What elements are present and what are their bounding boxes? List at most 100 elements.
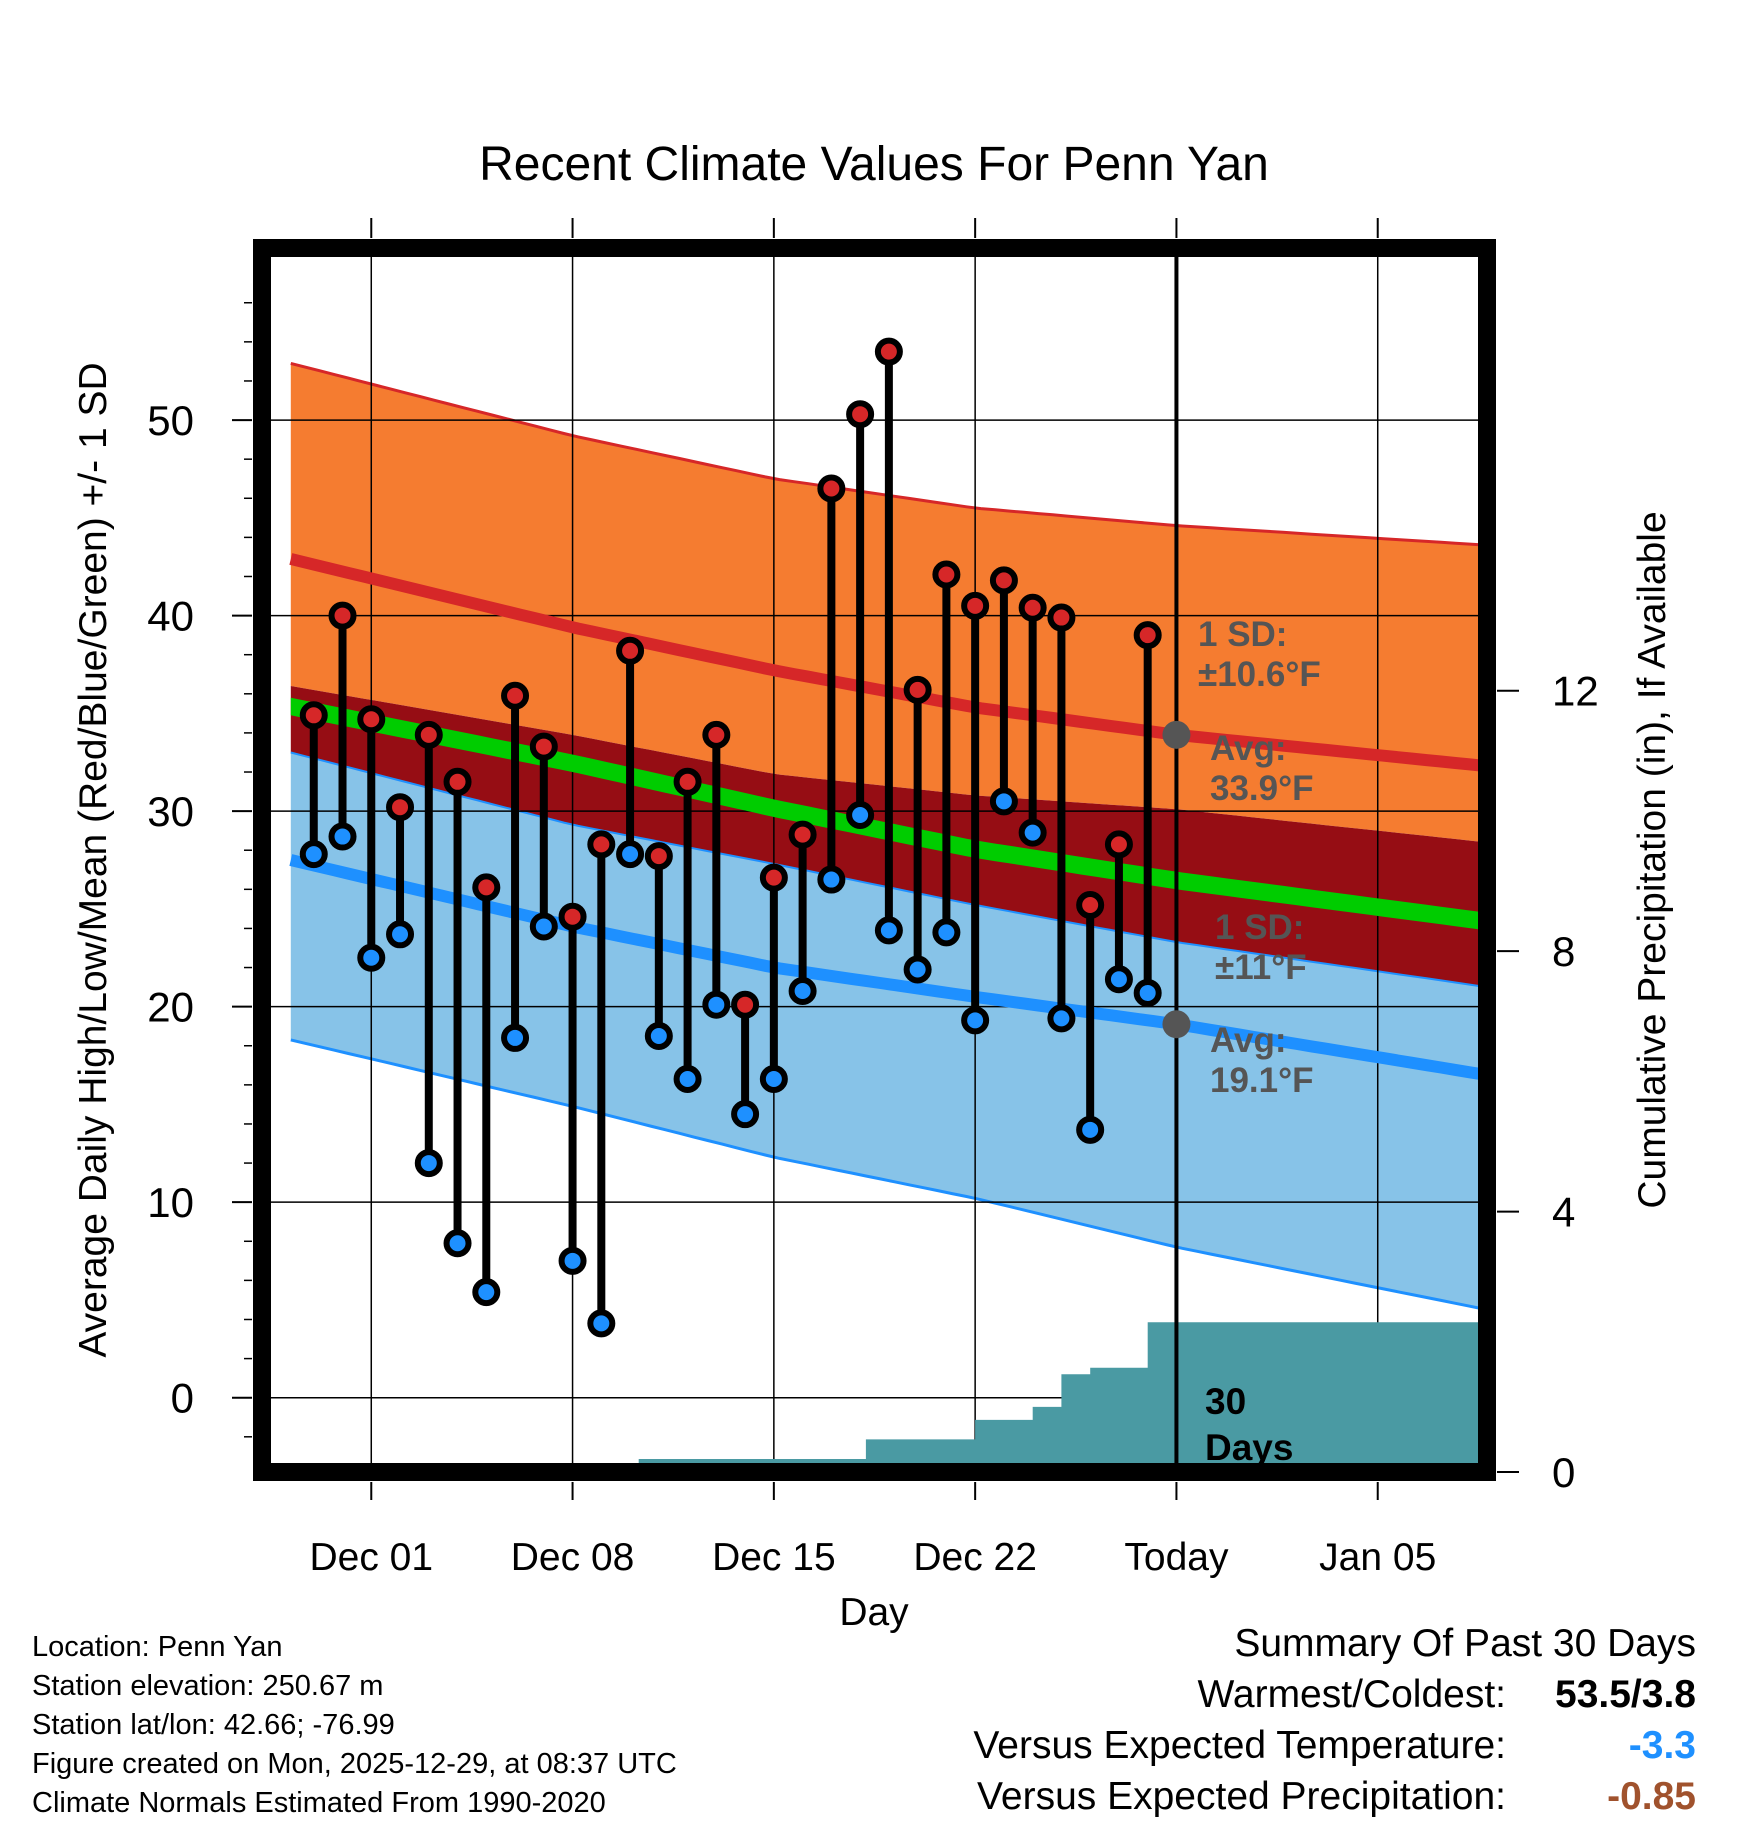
low-sd-annotation: 1 SD: ±11°F xyxy=(1215,908,1307,987)
low-point xyxy=(328,822,357,851)
high-point xyxy=(644,842,673,871)
summary-warm-cold: Warmest/Coldest: 53.5/3.8 xyxy=(1198,1673,1696,1717)
high-point xyxy=(1018,593,1047,622)
high-avg-annotation: Avg: 33.9°F xyxy=(1210,729,1314,808)
low-point xyxy=(846,801,875,830)
y-tick-label: 20 xyxy=(147,984,194,1031)
high-point xyxy=(587,830,616,859)
info-normals: Climate Normals Estimated From 1990-2020 xyxy=(32,1787,606,1819)
low-point xyxy=(529,912,558,941)
low-point xyxy=(1018,818,1047,847)
high-point xyxy=(1104,830,1133,859)
chart-axes: 0 10 20 30 40 50 0 4 8 12 Dec 01 Dec 08 Dec 15 Dec 22… xyxy=(147,218,1599,1579)
info-latlon: Station lat/lon: 42.66; -76.99 xyxy=(32,1709,395,1741)
y-tick-label: 50 xyxy=(147,397,194,444)
high-point xyxy=(299,701,328,730)
high-point xyxy=(874,337,903,366)
low-point xyxy=(731,1100,760,1129)
high-point xyxy=(414,720,443,749)
low-point xyxy=(874,916,903,945)
info-created: Figure created on Mon, 2025-12-29, at 08… xyxy=(32,1748,677,1780)
summary-precip-value: -0.85 xyxy=(1607,1775,1696,1818)
days-annotation: 30 Days xyxy=(1205,1381,1293,1468)
high-point xyxy=(788,820,817,849)
high-point xyxy=(1133,621,1162,650)
high-point xyxy=(702,720,731,749)
high-point xyxy=(529,732,558,761)
high-point xyxy=(817,474,846,503)
y2-tick-label: 0 xyxy=(1552,1449,1575,1496)
high-point xyxy=(501,681,530,710)
low-point xyxy=(558,1246,587,1275)
low-avg-marker xyxy=(1162,1010,1191,1039)
info-elevation: Station elevation: 250.67 m xyxy=(32,1670,384,1702)
info-location: Location: Penn Yan xyxy=(32,1631,283,1663)
y-tick-label: 40 xyxy=(147,593,194,640)
y-tick-label: 30 xyxy=(147,788,194,835)
x-tick-label: Dec 15 xyxy=(712,1536,836,1579)
plot-frame xyxy=(253,239,1496,1481)
high-sd-annotation: 1 SD: ±10.6°F xyxy=(1198,615,1321,694)
low-point xyxy=(1076,1115,1105,1144)
high-point xyxy=(443,767,472,796)
high-point xyxy=(472,873,501,902)
low-point xyxy=(644,1021,673,1050)
high-point xyxy=(616,636,645,665)
high-point xyxy=(989,566,1018,595)
high-point xyxy=(328,601,357,630)
summary-warm-cold-value: 53.5/3.8 xyxy=(1555,1673,1696,1716)
mean-normal-band xyxy=(290,697,1485,930)
low-point xyxy=(903,955,932,984)
plot-area xyxy=(262,248,1487,1472)
precipitation-area xyxy=(290,1322,1487,1472)
low-point xyxy=(673,1064,702,1093)
high-point xyxy=(386,793,415,822)
summary-precip-label: Versus Expected Precipitation: xyxy=(977,1775,1506,1818)
low-point xyxy=(1133,978,1162,1007)
low-point xyxy=(702,990,731,1019)
low-point xyxy=(759,1064,788,1093)
chart-title: Recent Climate Values For Penn Yan xyxy=(479,138,1269,191)
low-point xyxy=(989,787,1018,816)
high-point xyxy=(1047,603,1076,632)
x-tick-label: Today xyxy=(1124,1536,1229,1579)
low-point xyxy=(1047,1004,1076,1033)
low-point xyxy=(616,840,645,869)
high-avg-marker xyxy=(1162,720,1191,749)
summary-precipitation: Versus Expected Precipitation: -0.85 xyxy=(977,1775,1696,1819)
low-point xyxy=(443,1229,472,1258)
high-point xyxy=(1076,890,1105,919)
y-tick-label: 10 xyxy=(147,1179,194,1226)
high-point xyxy=(846,400,875,429)
low-point xyxy=(932,918,961,947)
x-tick-label: Dec 08 xyxy=(511,1536,635,1579)
low-point xyxy=(587,1309,616,1338)
low-point xyxy=(788,977,817,1006)
x-axis-label: Day xyxy=(839,1591,909,1634)
high-point xyxy=(357,705,386,734)
y2-tick-label: 8 xyxy=(1552,928,1575,975)
low-point xyxy=(299,840,328,869)
chart-overlay: 1 SD: ±10.6°F Avg: 33.9°F 1 SD: ±11°F Avg: 19.1… xyxy=(1162,615,1321,1468)
high-point xyxy=(558,902,587,931)
low-point xyxy=(357,943,386,972)
x-tick-label: Dec 22 xyxy=(913,1536,1037,1579)
low-avg-annotation: Avg: 19.1°F xyxy=(1210,1021,1314,1100)
high-point xyxy=(759,863,788,892)
low-point xyxy=(501,1023,530,1052)
high-point xyxy=(932,560,961,589)
summary-temp-label: Versus Expected Temperature: xyxy=(973,1724,1506,1767)
summary-heading: Summary Of Past 30 Days xyxy=(1234,1622,1696,1665)
low-point xyxy=(817,865,846,894)
high-point xyxy=(673,767,702,796)
high-point xyxy=(903,675,932,704)
low-point xyxy=(1104,965,1133,994)
low-point xyxy=(961,1006,990,1035)
low-point xyxy=(414,1149,443,1178)
y2-tick-label: 12 xyxy=(1552,668,1599,715)
x-tick-label: Dec 01 xyxy=(309,1536,433,1579)
y-tick-label: 0 xyxy=(171,1375,194,1422)
summary-temp-value: -3.3 xyxy=(1628,1724,1696,1767)
summary-temperature: Versus Expected Temperature: -3.3 xyxy=(973,1724,1696,1768)
